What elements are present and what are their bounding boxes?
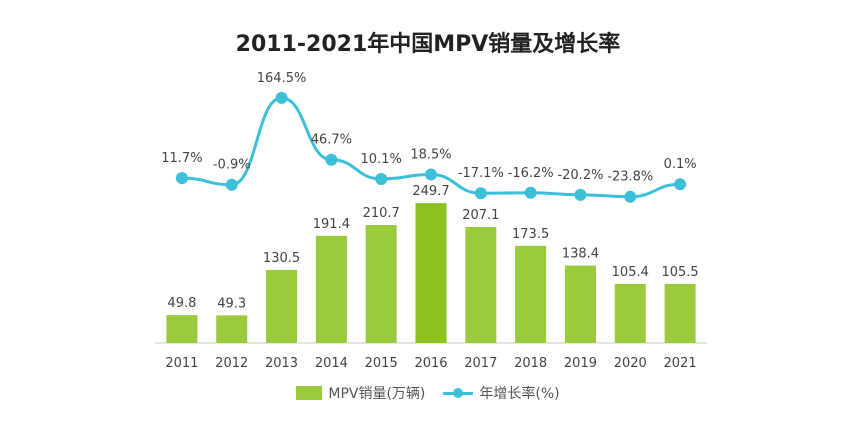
- x-tick-label-2021: 2021: [664, 356, 697, 371]
- growth-label-2014: 46.7%: [311, 133, 352, 148]
- growth-rate-line: [181, 96, 681, 199]
- growth-label-2011: 11.7%: [161, 151, 202, 166]
- growth-point-2018: [524, 186, 537, 199]
- bar-2016: [415, 203, 447, 343]
- bar-value-label-2017: 207.1: [462, 208, 499, 223]
- x-tick-label-2013: 2013: [265, 356, 298, 371]
- x-tick-label-2015: 2015: [365, 356, 398, 371]
- bar-value-label-2013: 130.5: [263, 251, 300, 266]
- growth-point-2014: [325, 153, 338, 166]
- legend-item-sales: MPV销量(万辆): [296, 383, 425, 403]
- bar-2021: [664, 283, 696, 343]
- chart-title: 2011-2021年中国MPV销量及增长率: [235, 32, 621, 57]
- growth-label-2018: -16.2%: [508, 166, 554, 181]
- bar-value-label-2015: 210.7: [363, 206, 400, 221]
- x-tick-label-2018: 2018: [514, 356, 547, 371]
- growth-label-2013: 164.5%: [257, 71, 307, 86]
- growth-point-2019: [574, 188, 587, 201]
- bar-2018: [515, 245, 547, 343]
- bar-value-label-2018: 173.5: [512, 227, 549, 242]
- x-tick-label-2016: 2016: [414, 356, 447, 371]
- growth-point-2013: [275, 91, 288, 104]
- growth-point-2011: [175, 172, 188, 185]
- legend-item-growth: 年增长率(%): [443, 383, 560, 403]
- bar-2019: [564, 265, 596, 343]
- x-tick-label-2017: 2017: [464, 356, 497, 371]
- growth-point-2020: [624, 190, 637, 203]
- bar-2011: [166, 315, 198, 343]
- legend-line-marker: [443, 386, 474, 400]
- growth-label-2015: 10.1%: [361, 152, 402, 167]
- growth-label-2020: -23.8%: [607, 170, 653, 185]
- legend-label-sales: MPV销量(万辆): [328, 386, 426, 402]
- legend-bar-swatch: [296, 386, 323, 400]
- bar-value-label-2019: 138.4: [562, 246, 599, 261]
- bar-2013: [266, 269, 298, 343]
- x-tick-label-2014: 2014: [315, 356, 348, 371]
- bar-2014: [315, 235, 347, 343]
- legend-label-growth: 年增长率(%): [479, 386, 560, 402]
- bar-value-label-2021: 105.5: [661, 265, 698, 280]
- growth-point-2012: [225, 178, 238, 191]
- bar-value-label-2014: 191.4: [313, 217, 350, 232]
- x-tick-label-2020: 2020: [614, 356, 647, 371]
- growth-label-2012: -0.9%: [213, 158, 251, 173]
- x-tick-label-2011: 2011: [165, 356, 198, 371]
- growth-label-2017: -17.1%: [458, 166, 504, 181]
- bar-2017: [465, 227, 497, 343]
- growth-point-2016: [425, 168, 437, 181]
- bar-2020: [614, 283, 646, 343]
- bar-value-label-2020: 105.4: [612, 265, 649, 280]
- growth-label-2021: 0.1%: [664, 157, 697, 172]
- growth-point-2015: [375, 172, 388, 185]
- bar-2012: [216, 315, 248, 343]
- growth-point-2021: [674, 178, 687, 191]
- legend: MPV销量(万辆) 年增长率(%): [0, 383, 856, 403]
- bar-value-label-2016: 249.7: [412, 184, 449, 199]
- x-tick-label-2012: 2012: [215, 356, 248, 371]
- growth-label-2016: 18.5%: [410, 148, 451, 163]
- bar-value-label-2012: 49.3: [217, 296, 246, 311]
- bar-2015: [365, 225, 397, 343]
- x-tick-label-2019: 2019: [564, 356, 597, 371]
- growth-label-2019: -20.2%: [557, 168, 603, 183]
- growth-point-2017: [474, 187, 487, 200]
- bar-value-label-2011: 49.8: [167, 296, 196, 311]
